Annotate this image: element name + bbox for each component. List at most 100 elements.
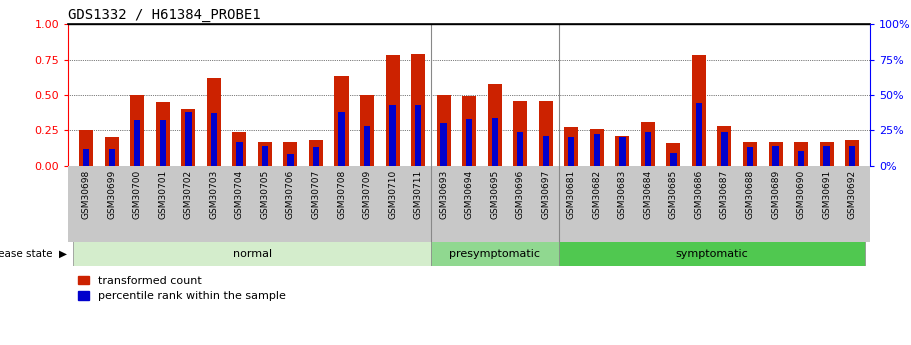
Text: GSM30705: GSM30705 [261,169,270,219]
Bar [773,146,779,166]
Text: GSM30710: GSM30710 [388,169,397,219]
Text: GSM30693: GSM30693 [439,169,448,219]
Bar [538,100,553,166]
Bar [83,149,89,166]
Bar [156,102,169,166]
Bar [645,132,651,166]
Bar [236,141,242,166]
Text: GSM30687: GSM30687 [720,169,729,219]
Bar [692,55,706,166]
Bar [232,132,246,166]
Bar [431,241,558,266]
Bar [696,104,702,166]
Bar [462,96,476,166]
Bar [558,241,865,266]
Text: GSM30683: GSM30683 [618,169,627,219]
Text: GSM30699: GSM30699 [107,169,117,219]
Text: GSM30689: GSM30689 [771,169,780,219]
Text: GSM30703: GSM30703 [210,169,219,219]
Bar [261,146,268,166]
Text: disease state  ▶: disease state ▶ [0,249,67,258]
Bar [210,113,217,166]
Text: GSM30704: GSM30704 [235,169,244,218]
Bar [338,112,344,166]
Bar [79,130,93,166]
Text: GSM30707: GSM30707 [312,169,321,219]
Bar [594,135,600,166]
Text: GSM30709: GSM30709 [363,169,372,219]
Bar [640,122,655,166]
Bar [130,95,144,166]
Text: GSM30702: GSM30702 [184,169,193,218]
Bar [543,136,549,166]
Bar [74,241,431,266]
Bar [312,147,319,166]
Bar [385,55,400,166]
Text: GSM30701: GSM30701 [159,169,168,219]
Bar [411,54,425,166]
Bar [309,140,323,166]
Bar [615,136,630,166]
Text: GSM30688: GSM30688 [745,169,754,219]
Bar [258,141,272,166]
Bar [105,137,118,166]
Text: GSM30684: GSM30684 [643,169,652,218]
Bar [798,151,804,166]
Bar [108,149,115,166]
Text: GSM30691: GSM30691 [822,169,831,219]
Bar [207,78,220,166]
Bar [666,143,681,166]
Bar [589,129,604,166]
Bar [568,137,575,166]
Bar [440,123,446,166]
Text: GSM30711: GSM30711 [414,169,423,219]
Bar [134,120,140,166]
Bar [824,146,830,166]
Bar [363,126,370,166]
Text: GSM30682: GSM30682 [592,169,601,218]
Text: GSM30696: GSM30696 [516,169,525,219]
Bar [794,141,808,166]
Text: GSM30694: GSM30694 [465,169,474,218]
Text: GSM30685: GSM30685 [669,169,678,219]
Bar [487,83,502,166]
Text: GSM30692: GSM30692 [847,169,856,218]
Text: GSM30698: GSM30698 [82,169,91,219]
Bar [517,132,524,166]
Bar [845,140,859,166]
Bar [820,141,834,166]
Bar [718,126,732,166]
Bar [743,141,757,166]
Bar [159,120,166,166]
Bar [747,147,753,166]
Legend: transformed count, percentile rank within the sample: transformed count, percentile rank withi… [74,271,291,306]
Bar [287,154,293,166]
Text: GSM30697: GSM30697 [541,169,550,219]
Bar [283,141,298,166]
Bar [670,153,677,166]
Bar [415,105,421,166]
Bar [185,112,191,166]
Bar [389,105,395,166]
Text: GDS1332 / H61384_PROBE1: GDS1332 / H61384_PROBE1 [68,8,261,22]
Text: GSM30695: GSM30695 [490,169,499,219]
Text: GSM30686: GSM30686 [694,169,703,219]
Text: presymptomatic: presymptomatic [449,249,540,258]
Bar [849,146,855,166]
Bar [436,95,451,166]
Bar [722,132,728,166]
Bar [181,109,195,166]
Text: normal: normal [232,249,271,258]
Bar [769,141,783,166]
Bar [619,137,626,166]
Bar [334,77,349,166]
Text: GSM30681: GSM30681 [567,169,576,219]
Text: GSM30700: GSM30700 [133,169,142,219]
Text: symptomatic: symptomatic [675,249,748,258]
Bar [513,100,527,166]
Text: GSM30708: GSM30708 [337,169,346,219]
Bar [492,118,498,166]
Bar [466,119,473,166]
Bar [360,95,374,166]
Text: GSM30706: GSM30706 [286,169,295,219]
